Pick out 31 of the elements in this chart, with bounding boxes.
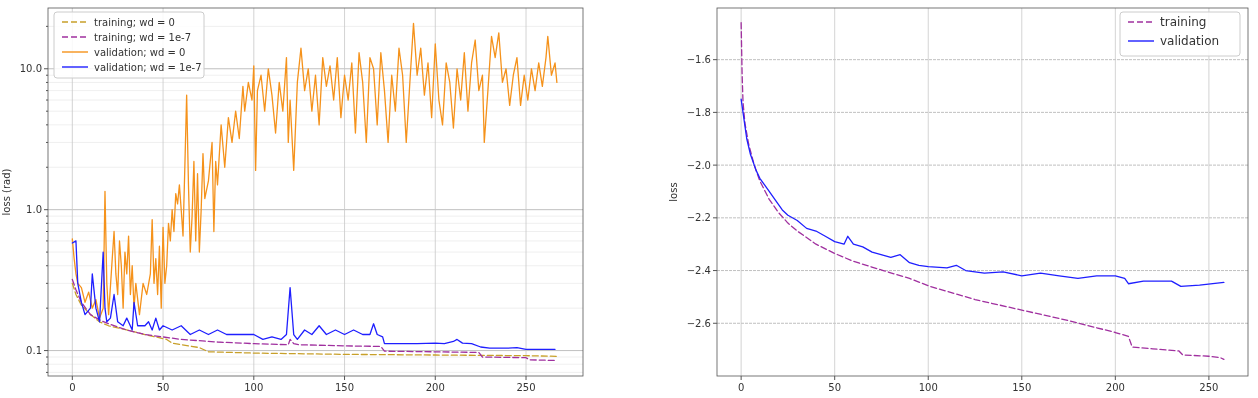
x-tick-label: 250 [516,382,536,393]
line-series [71,240,556,351]
x-tick-label: 150 [334,382,355,393]
y-tick-label: −1.6 [686,54,711,66]
x-tick-label: 150 [1012,382,1032,393]
x-tick-label: 50 [828,382,842,393]
y-tick-label: −1.8 [686,106,711,118]
y-tick-label: −2.6 [686,317,711,329]
x-tick-label: 100 [918,382,938,393]
legend-label: training; wd = 0 [94,16,175,28]
x-tick-label: 100 [244,382,264,393]
legend-label: validation [1160,34,1220,49]
y-tick-label: 1.0 [26,204,42,216]
x-tick-label: 250 [1199,382,1219,393]
y-tick-label: −2.4 [686,265,711,277]
y-tick-label: 0.1 [26,345,42,357]
line-series [740,98,1225,288]
y-tick-label: −2.0 [686,159,711,171]
x-tick-label: 200 [425,382,445,393]
y-tick-label: 10.0 [19,63,42,75]
y-axis-title: loss (rad) [1,168,12,216]
legend-label: training [1160,15,1207,30]
x-tick-label: 0 [737,382,745,393]
x-tick-label: 50 [156,382,170,393]
y-tick-label: −2.2 [686,212,711,224]
legend-label: validation; wd = 1e-7 [94,61,202,73]
x-tick-label: 0 [69,382,76,393]
y-axis-title: loss [668,182,679,202]
x-tick-label: 200 [1105,382,1125,393]
legend-label: validation; wd = 0 [94,46,186,58]
legend-label: training; wd = 1e-7 [94,31,192,43]
